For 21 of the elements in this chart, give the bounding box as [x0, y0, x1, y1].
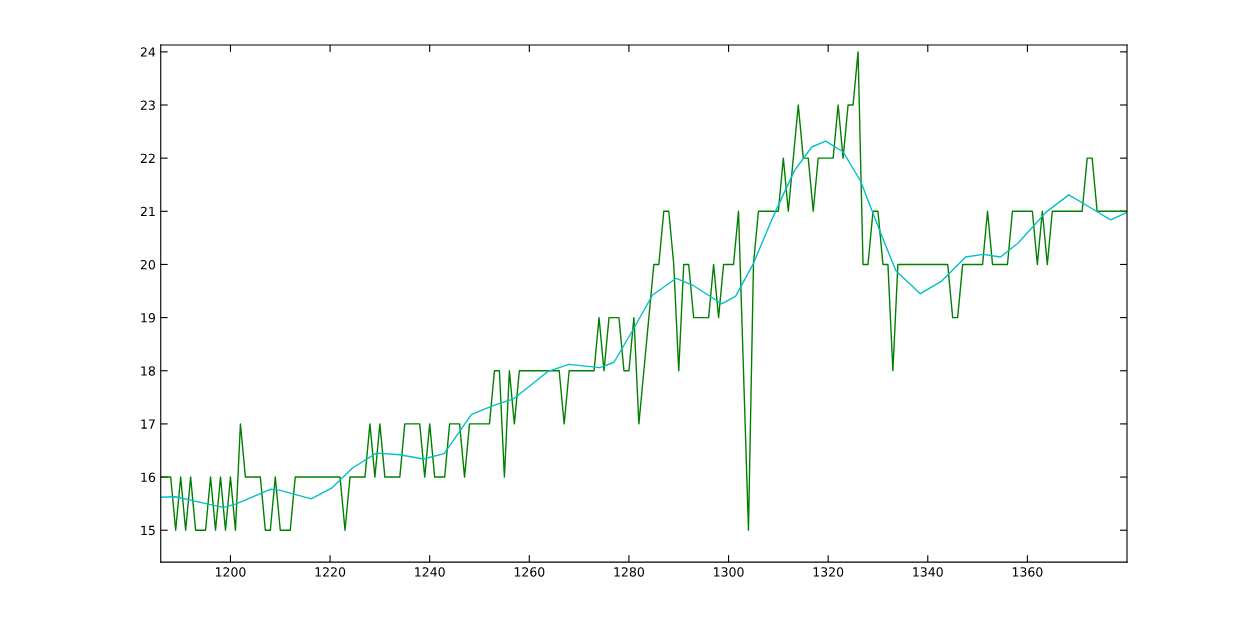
y-tick-label: 16	[141, 472, 156, 482]
x-tick-label: 1260	[514, 567, 545, 577]
x-tick-label: 1200	[215, 567, 246, 577]
line-series	[160, 140, 1128, 509]
y-tick-label: 15	[141, 525, 155, 536]
x-tick-label: 1300	[714, 567, 744, 577]
y-tick-label: 20	[140, 259, 156, 270]
y-tick-label: 17	[141, 419, 155, 429]
x-tick-label: 1280	[614, 567, 644, 577]
y-tick-label: 21	[140, 206, 155, 217]
x-tick-label: 1240	[415, 567, 445, 577]
y-tick-label: 23	[140, 100, 155, 110]
y-tick-label: 24	[140, 47, 156, 57]
x-tick-label: 1340	[913, 567, 943, 577]
x-tick-label: 1320	[813, 567, 844, 577]
y-tick-label: 18	[141, 366, 156, 376]
y-tick-label: 19	[141, 313, 155, 323]
x-tick-label: 1360	[1012, 567, 1043, 577]
line-series	[160, 51, 1128, 531]
x-tick-label: 1220	[315, 567, 346, 577]
y-tick-label: 22	[140, 153, 155, 163]
